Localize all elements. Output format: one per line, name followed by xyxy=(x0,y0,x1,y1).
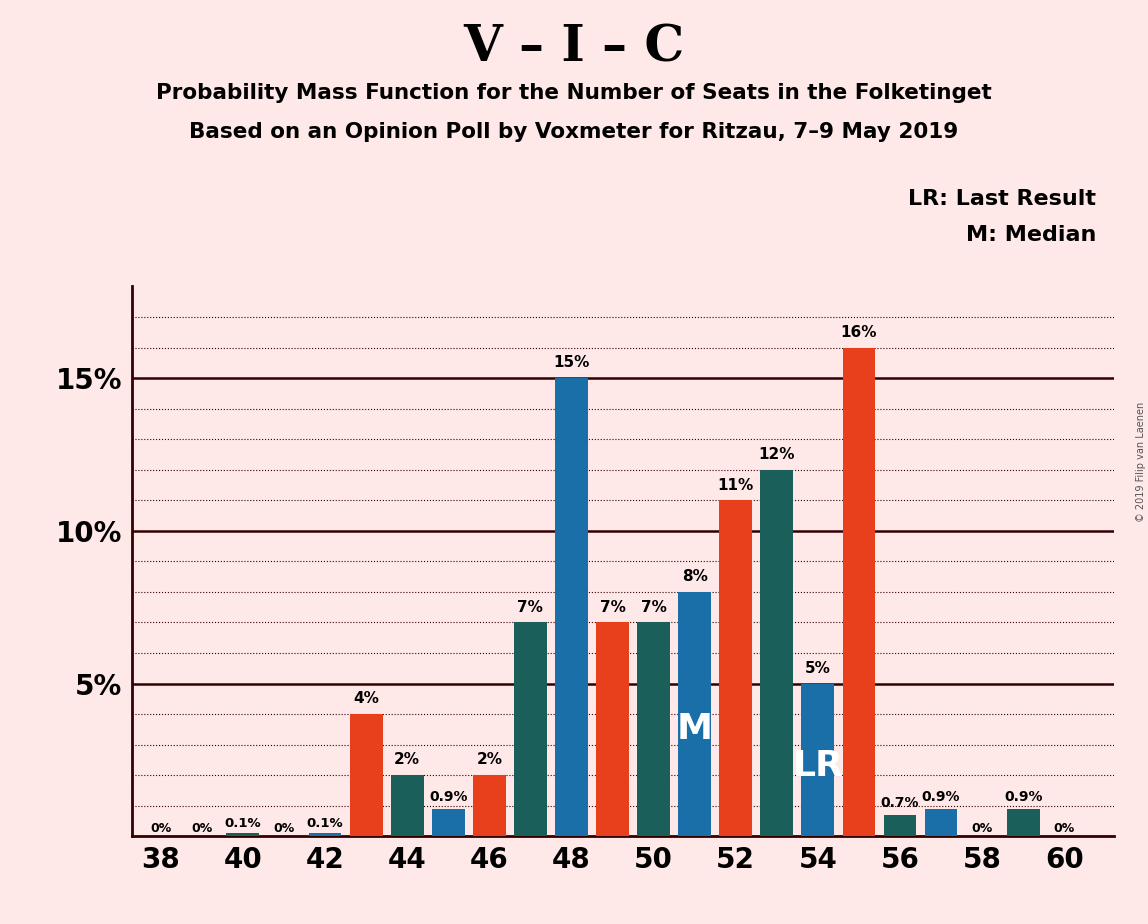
Bar xyxy=(884,815,916,836)
Text: M: M xyxy=(676,712,713,747)
Text: 7%: 7% xyxy=(518,600,543,614)
Text: 0%: 0% xyxy=(150,821,171,834)
Text: V – I – C: V – I – C xyxy=(464,23,684,72)
Bar xyxy=(760,469,793,836)
Text: Based on an Opinion Poll by Voxmeter for Ritzau, 7–9 May 2019: Based on an Opinion Poll by Voxmeter for… xyxy=(189,122,959,142)
Text: 16%: 16% xyxy=(840,325,877,340)
Bar xyxy=(390,775,424,836)
Text: 15%: 15% xyxy=(553,356,590,371)
Text: 0%: 0% xyxy=(1054,821,1075,834)
Bar xyxy=(678,592,711,836)
Text: 8%: 8% xyxy=(682,569,707,584)
Text: 0%: 0% xyxy=(273,821,295,834)
Text: 7%: 7% xyxy=(599,600,626,614)
Text: LR: Last Result: LR: Last Result xyxy=(908,189,1096,210)
Bar xyxy=(514,623,546,836)
Text: 0.1%: 0.1% xyxy=(307,817,343,830)
Bar xyxy=(554,378,588,836)
Bar xyxy=(226,833,259,836)
Text: 4%: 4% xyxy=(354,691,379,707)
Text: 0.7%: 0.7% xyxy=(881,796,920,810)
Text: 2%: 2% xyxy=(476,752,503,768)
Text: 0.9%: 0.9% xyxy=(429,790,467,804)
Text: 2%: 2% xyxy=(394,752,420,768)
Bar xyxy=(350,714,382,836)
Text: 12%: 12% xyxy=(759,447,796,462)
Bar xyxy=(637,623,670,836)
Bar xyxy=(843,347,876,836)
Text: 0%: 0% xyxy=(192,821,212,834)
Bar xyxy=(801,684,835,836)
Text: 0.1%: 0.1% xyxy=(225,817,262,830)
Text: 11%: 11% xyxy=(718,478,754,492)
Text: © 2019 Filip van Laenen: © 2019 Filip van Laenen xyxy=(1135,402,1146,522)
Bar xyxy=(432,808,465,836)
Text: 0%: 0% xyxy=(971,821,993,834)
Text: 7%: 7% xyxy=(641,600,667,614)
Bar xyxy=(596,623,629,836)
Bar xyxy=(1007,808,1040,836)
Text: 5%: 5% xyxy=(805,661,831,675)
Text: 0.9%: 0.9% xyxy=(922,790,961,804)
Text: 0.9%: 0.9% xyxy=(1004,790,1042,804)
Bar xyxy=(924,808,957,836)
Text: Probability Mass Function for the Number of Seats in the Folketinget: Probability Mass Function for the Number… xyxy=(156,83,992,103)
Bar xyxy=(309,833,341,836)
Text: LR: LR xyxy=(792,749,844,783)
Bar xyxy=(720,500,752,836)
Text: M: Median: M: Median xyxy=(965,225,1096,245)
Bar xyxy=(473,775,506,836)
